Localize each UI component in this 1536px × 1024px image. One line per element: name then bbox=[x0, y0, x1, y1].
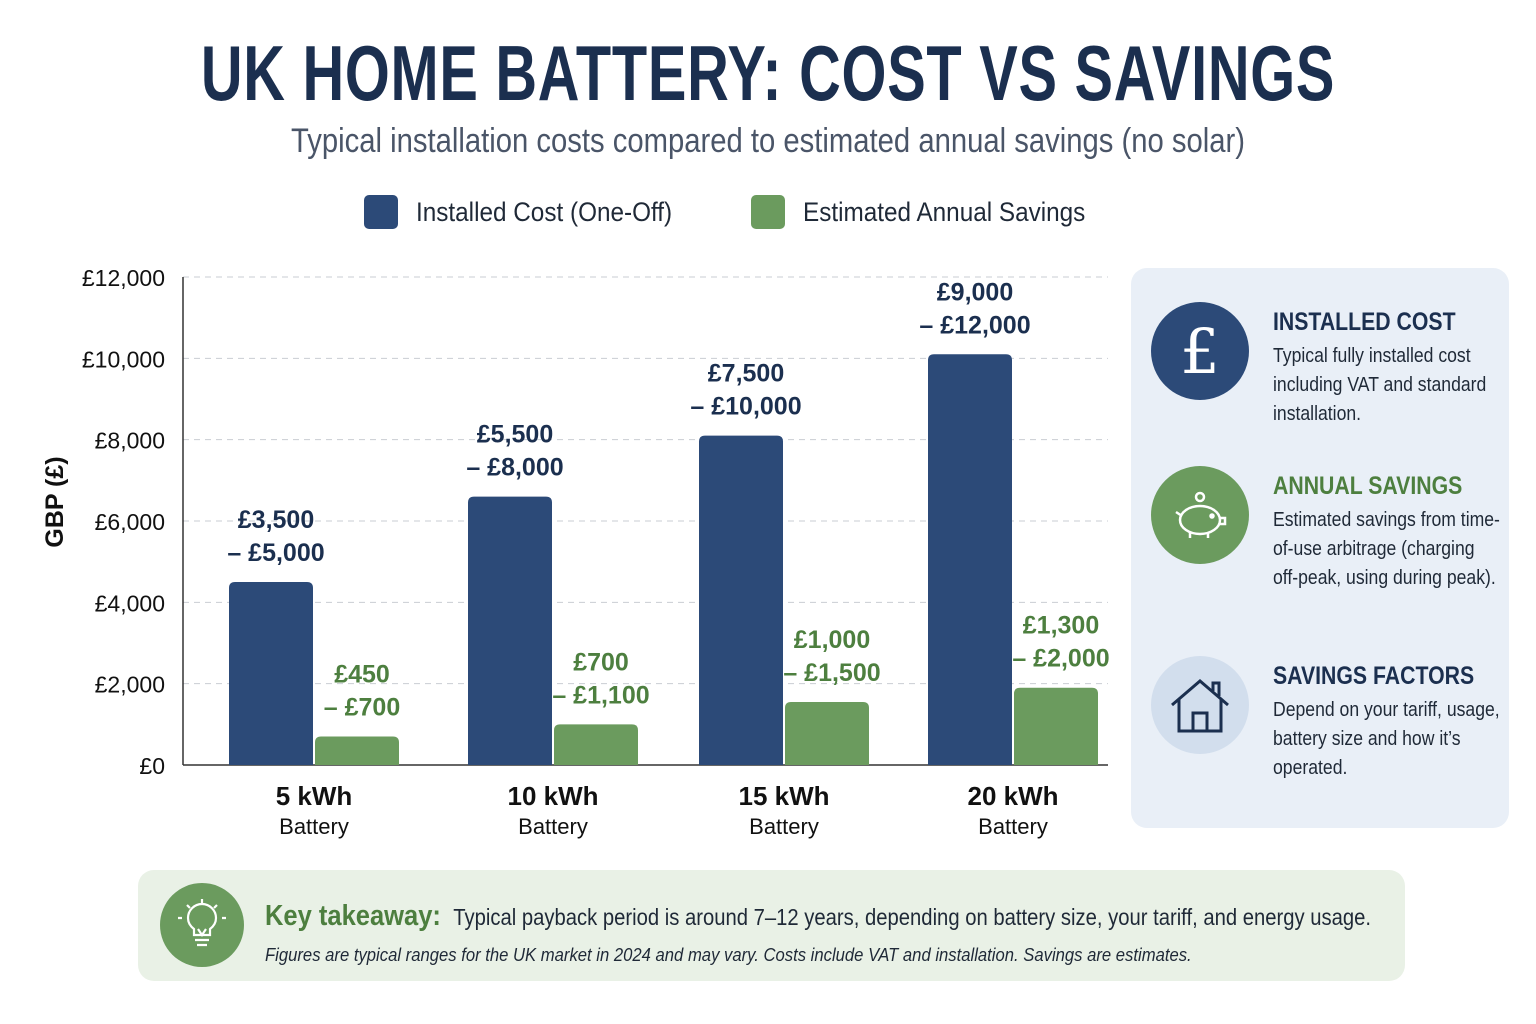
data-label: – £8,000 bbox=[466, 454, 563, 482]
takeaway-label: Key takeaway: bbox=[265, 900, 441, 932]
info-title: SAVINGS FACTORS bbox=[1273, 662, 1475, 690]
cost-bar bbox=[928, 354, 1012, 765]
x-tick-sublabel: Battery bbox=[279, 814, 349, 839]
data-label: £7,500 bbox=[708, 360, 784, 388]
info-title: INSTALLED COST bbox=[1273, 308, 1456, 336]
bar-chart: £0 £2,000 £4,000 £6,000 £8,000 £10,000 £12,000… bbox=[41, 265, 1110, 839]
cost-bar bbox=[468, 496, 552, 765]
pound-icon: £ bbox=[1151, 302, 1249, 400]
y-tick-label: £0 bbox=[139, 753, 165, 779]
savings-bar bbox=[785, 701, 869, 765]
y-tick-label: £12,000 bbox=[82, 265, 165, 291]
info-text: Estimated savings from time-of-use arbit… bbox=[1273, 509, 1500, 589]
piggy-bank-icon bbox=[1151, 466, 1249, 564]
data-label: – £10,000 bbox=[690, 393, 801, 421]
y-tick-label: £8,000 bbox=[95, 428, 165, 454]
y-axis-label: GBP (£) bbox=[41, 456, 69, 547]
data-label: – £1,100 bbox=[552, 681, 649, 709]
savings-bar bbox=[1014, 687, 1098, 765]
data-label: £1,000 bbox=[794, 626, 870, 654]
data-label: – £1,500 bbox=[783, 659, 880, 687]
data-label: – £5,000 bbox=[227, 539, 324, 567]
x-tick-label: 5 kWh bbox=[276, 781, 353, 811]
y-tick-label: £6,000 bbox=[95, 509, 165, 535]
legend-swatch-cost bbox=[364, 195, 398, 229]
info-text: Typical fully installed cost including V… bbox=[1273, 345, 1487, 425]
takeaway-text: Typical payback period is around 7–12 ye… bbox=[453, 904, 1371, 930]
info-text: Depend on your tariff, usage, battery si… bbox=[1273, 699, 1500, 779]
data-label: – £2,000 bbox=[1012, 645, 1109, 673]
data-label: £450 bbox=[334, 661, 390, 689]
legend: Installed Cost (One-Off) Estimated Annua… bbox=[364, 195, 1136, 229]
x-tick-label: 10 kWh bbox=[507, 781, 598, 811]
house-icon bbox=[1151, 656, 1249, 754]
x-tick-sublabel: Battery bbox=[978, 814, 1048, 839]
page-title: UK HOME BATTERY: COST VS SAVINGS bbox=[200, 29, 1336, 117]
legend-label-cost: Installed Cost (One-Off) bbox=[416, 196, 673, 227]
data-label: £9,000 bbox=[937, 278, 1013, 306]
x-tick-sublabel: Battery bbox=[518, 814, 588, 839]
legend-label-savings: Estimated Annual Savings bbox=[802, 196, 1085, 227]
info-panel: £ INSTALLED COST Typical fully installed… bbox=[1131, 268, 1509, 828]
key-takeaway-box: Key takeaway: Typical payback period is … bbox=[138, 870, 1405, 981]
page-subtitle: Typical installation costs compared to e… bbox=[290, 122, 1246, 160]
y-tick-label: £10,000 bbox=[82, 346, 165, 372]
x-tick-label: 20 kWh bbox=[967, 781, 1058, 811]
cost-bar bbox=[699, 435, 783, 765]
lightbulb-icon bbox=[160, 883, 244, 967]
savings-bar bbox=[554, 724, 638, 765]
data-label: £1,300 bbox=[1023, 612, 1099, 640]
data-label: £700 bbox=[573, 648, 629, 676]
takeaway-note: Figures are typical ranges for the UK ma… bbox=[265, 944, 1192, 965]
savings-bar bbox=[315, 736, 399, 765]
data-label: – £700 bbox=[324, 694, 400, 722]
data-label: £5,500 bbox=[477, 421, 553, 449]
y-tick-label: £2,000 bbox=[95, 672, 165, 698]
legend-swatch-savings bbox=[750, 195, 785, 229]
x-tick-sublabel: Battery bbox=[749, 814, 819, 839]
data-label: – £12,000 bbox=[919, 311, 1030, 339]
x-tick-label: 15 kWh bbox=[738, 781, 829, 811]
info-title: ANNUAL SAVINGS bbox=[1273, 472, 1463, 500]
y-tick-label: £4,000 bbox=[95, 590, 165, 616]
data-label: £3,500 bbox=[238, 506, 314, 534]
cost-bar bbox=[229, 582, 313, 765]
